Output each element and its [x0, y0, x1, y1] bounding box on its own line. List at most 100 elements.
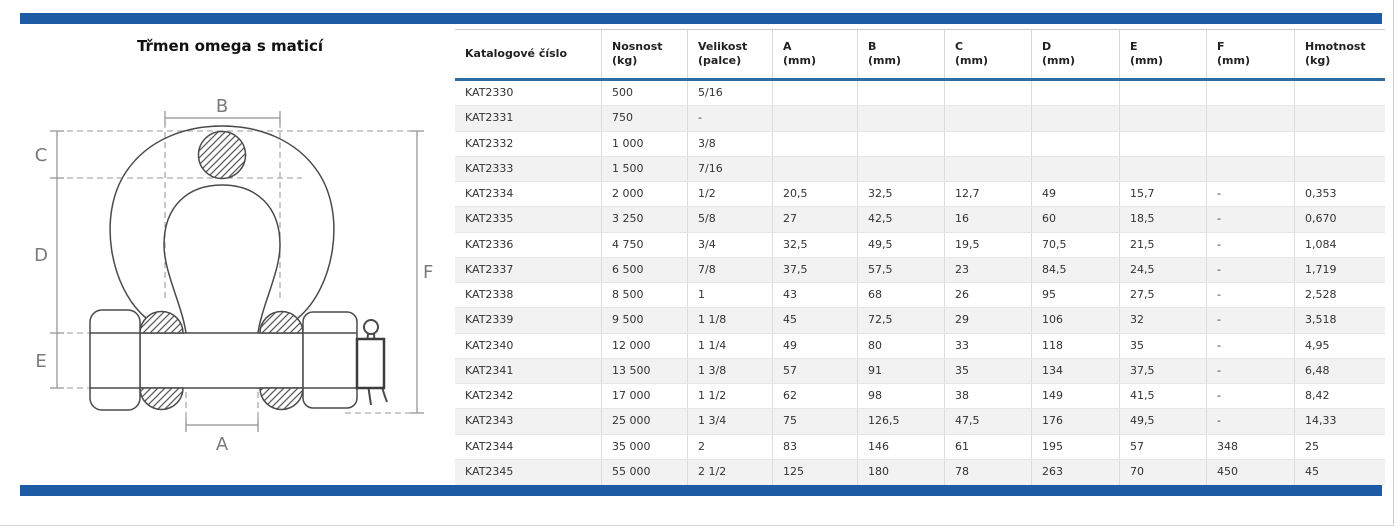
catalog-number-cell: KAT2341 [455, 358, 602, 383]
bottom-accent-bar [20, 485, 1382, 496]
catalog-number-cell: KAT2336 [455, 232, 602, 257]
table-cell: 263 [1032, 459, 1120, 485]
shackle-diagram: B C D E F A [34, 96, 433, 455]
eye-section-bottom-left [139, 387, 184, 411]
table-cell: 45 [773, 308, 858, 333]
table-cell: 49 [1032, 182, 1120, 207]
table-cell: 2,528 [1305, 288, 1337, 301]
table-cell: 5/16 [688, 81, 773, 106]
table-cell: 27 [773, 207, 858, 232]
table-cell: 78 [945, 459, 1032, 485]
table-cell: 61 [945, 434, 1032, 459]
table-row: KAT2334 2 000 1/2 20,5 32,5 12,7 49 15,7-0,353 [455, 182, 1385, 208]
table-cell: 6,48 [1305, 363, 1330, 377]
table-cell: 8 500 [602, 283, 688, 308]
column-header: Katalogové číslo [455, 30, 602, 78]
shackle-body [109, 125, 335, 334]
bow-outer-outline [109, 125, 335, 319]
table-cell: 1,719 [1305, 262, 1337, 276]
table-cell: - [1207, 308, 1295, 333]
column-header: Hmotnost (kg) [1305, 40, 1366, 67]
table-cell: 3 250 [602, 207, 688, 232]
table-cell: 68 [858, 283, 945, 308]
table-cell: 43 [773, 283, 858, 308]
table-cell: 348 [1207, 434, 1295, 459]
dimension-label-c: C [35, 145, 48, 166]
table-cell: 750 [602, 106, 688, 131]
table-cell: 3,518 [1305, 313, 1337, 327]
table-cell [1295, 157, 1385, 181]
table-cell: 26 [945, 283, 1032, 308]
table-cell: 75 [773, 409, 858, 434]
dimension-label-d: D [34, 245, 48, 266]
table-cell: 3/4 [688, 232, 773, 257]
table-cell [1032, 106, 1120, 131]
table-cell [945, 106, 1032, 131]
table-cell: 1 3/4 [688, 409, 773, 434]
table-row: KAT2337 6 500 7/8 37,5 57,5 23 84,5 24,5-1,719 [455, 257, 1385, 283]
washer-plate [355, 337, 386, 390]
table-cell: 1/2 [688, 182, 773, 207]
catalog-number-cell: KAT2330 [455, 81, 602, 106]
bolt-assembly [89, 309, 388, 411]
table-cell: 176 [1032, 409, 1120, 434]
catalog-number-cell: KAT2337 [455, 257, 602, 282]
table-cell: 5/8 [688, 207, 773, 232]
table-cell: 134 [1032, 358, 1120, 383]
table-cell: 49 [773, 333, 858, 358]
table-cell [1207, 106, 1295, 131]
table-cell [858, 81, 945, 106]
table-body: KAT2330 500 5/16 KAT2331 750- KAT2332 1 000 3/8… [455, 81, 1385, 485]
table-cell [858, 156, 945, 181]
table-row: KAT2343 25 000 1 3/4 75 126,5 47,5 176 49,5-14,… [455, 409, 1385, 435]
table-row: KAT2345 55 000 2 1/2 125 180 78 263 70 450 45 [455, 459, 1385, 485]
catalog-number-cell: KAT2332 [455, 131, 602, 156]
table-cell [773, 81, 858, 106]
table-cell: 0,670 [1305, 212, 1337, 226]
column-header: C (mm) [945, 30, 1032, 78]
catalog-number-cell: KAT2345 [455, 459, 602, 485]
table-cell [1120, 156, 1207, 181]
table-cell: 16 [945, 207, 1032, 232]
catalog-number-cell: KAT2343 [455, 409, 602, 434]
table-cell: 19,5 [945, 232, 1032, 257]
column-header: Nosnost (kg) [602, 30, 688, 78]
table-cell: 4,95 [1305, 338, 1330, 352]
bolt-shaft [139, 332, 304, 389]
table-cell [858, 106, 945, 131]
table-cell: 37,5 [1120, 358, 1207, 383]
table-cell: 21,5 [1120, 232, 1207, 257]
cotter-pin-ring [363, 319, 379, 335]
table-cell: 35 [1120, 333, 1207, 358]
table-cell [773, 156, 858, 181]
table-cell: 98 [858, 384, 945, 409]
table-cell [1120, 131, 1207, 156]
table-cell: 125 [773, 459, 858, 485]
table-cell: 32 [1120, 308, 1207, 333]
table-cell: 1,084 [1305, 237, 1337, 251]
table-cell: 18,5 [1120, 207, 1207, 232]
table-cell: 35 [945, 358, 1032, 383]
table-cell: 25 000 [602, 409, 688, 434]
table-cell: 15,7 [1120, 182, 1207, 207]
table-row: KAT2332 1 000 3/8 [455, 131, 1385, 157]
table-cell: 7/16 [688, 156, 773, 181]
table-cell [945, 156, 1032, 181]
table-cell: 1 1/8 [688, 308, 773, 333]
table-cell: 17 000 [602, 384, 688, 409]
table-cell [945, 131, 1032, 156]
table-cell: 1 000 [602, 131, 688, 156]
table-row: KAT2330 500 5/16 [455, 81, 1385, 107]
table-cell: 14,33 [1305, 414, 1337, 428]
bolt-nut [302, 311, 358, 409]
catalog-number-cell: KAT2342 [455, 384, 602, 409]
table-cell: 35 000 [602, 434, 688, 459]
table-cell: 80 [858, 333, 945, 358]
spec-table: Katalogové číslo Nosnost (kg) Velikost (palc… [455, 29, 1385, 485]
table-cell: 20,5 [773, 182, 858, 207]
table-cell [858, 131, 945, 156]
eye-section-bottom-right [259, 387, 304, 411]
column-header: F (mm) [1207, 30, 1295, 78]
